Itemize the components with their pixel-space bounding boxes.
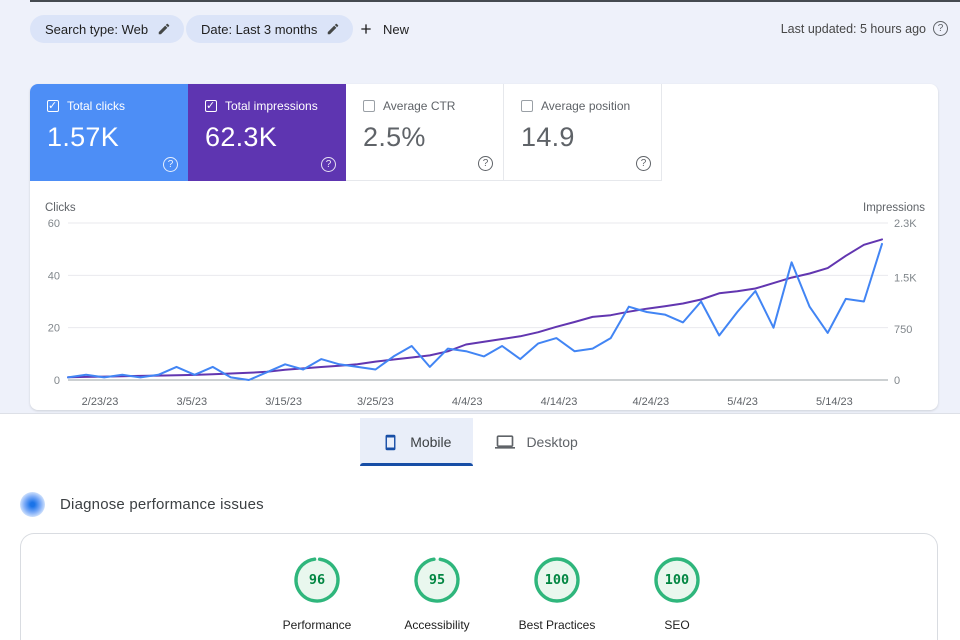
date-filter-chip-label: Date: Last 3 months bbox=[201, 21, 318, 37]
new-filter-button[interactable]: New bbox=[358, 15, 409, 43]
right-axis-title: Impressions bbox=[863, 202, 925, 214]
score-value: 96 bbox=[308, 572, 326, 588]
score-label: Accessibility bbox=[404, 618, 470, 632]
metric-value: 14.9 bbox=[521, 122, 575, 152]
metric-value: 1.57K bbox=[47, 122, 120, 152]
diagnose-heading-row: Diagnose performance issues bbox=[20, 492, 264, 517]
performance-chart[interactable]: 0 20 40 60 0 750 1.5K 2.3K Clicks Impressions 2/23… bbox=[30, 181, 938, 410]
right-axis-tick: 750 bbox=[894, 324, 912, 336]
score-label: SEO bbox=[664, 618, 690, 632]
new-filter-label: New bbox=[383, 21, 410, 37]
score-gauge-seo[interactable]: 100 SEO bbox=[638, 555, 717, 632]
score-gauge-best-practices[interactable]: 100 Best Practices bbox=[518, 555, 597, 632]
x-axis-tick: 4/4/23 bbox=[452, 396, 483, 408]
right-axis-tick: 0 bbox=[894, 375, 900, 387]
left-axis-tick: 40 bbox=[48, 270, 60, 282]
score-ring-icon: 95 bbox=[412, 555, 462, 605]
score-gauges-row: 96 Performance 95 Accessibility 100 Best Prac… bbox=[39, 555, 955, 632]
left-axis-tick: 60 bbox=[48, 218, 60, 230]
x-axis-tick: 5/4/23 bbox=[727, 396, 758, 408]
info-icon[interactable]: ? bbox=[933, 21, 948, 36]
clicks-line bbox=[67, 242, 883, 381]
pagespeed-logo-icon bbox=[20, 492, 45, 517]
checkbox-checked-icon[interactable] bbox=[205, 99, 217, 112]
score-ring-icon: 96 bbox=[292, 555, 342, 605]
checkbox-checked-icon[interactable] bbox=[47, 99, 59, 112]
checkbox-unchecked-icon[interactable] bbox=[521, 100, 533, 112]
date-filter-chip[interactable]: Date: Last 3 months bbox=[186, 15, 354, 43]
last-updated-text: Last updated: 5 hours ago bbox=[780, 21, 926, 36]
metric-label: Total impressions bbox=[225, 99, 318, 113]
device-tabs: Mobile Desktop bbox=[0, 418, 960, 466]
left-axis-tick: 20 bbox=[48, 323, 60, 335]
search-type-chip[interactable]: Search type: Web bbox=[30, 15, 185, 43]
metric-label: Average CTR bbox=[383, 99, 456, 113]
right-axis-tick: 1.5K bbox=[894, 273, 917, 285]
scores-card: 96 Performance 95 Accessibility 100 Best Prac… bbox=[20, 533, 938, 640]
tab-mobile-label: Mobile bbox=[410, 434, 452, 450]
last-updated: Last updated: 5 hours ago ? bbox=[781, 21, 948, 36]
left-axis-title: Clicks bbox=[45, 202, 76, 214]
tab-desktop[interactable]: Desktop bbox=[473, 418, 599, 466]
diagnose-heading: Diagnose performance issues bbox=[60, 496, 264, 513]
right-axis-tick: 2.3K bbox=[894, 218, 917, 230]
metric-tile-average-position[interactable]: Average position 14.9 ? bbox=[504, 84, 662, 181]
x-axis-tick: 3/5/23 bbox=[177, 396, 208, 408]
metric-label: Average position bbox=[541, 99, 631, 113]
metric-label: Total clicks bbox=[67, 99, 126, 113]
checkbox-unchecked-icon[interactable] bbox=[363, 100, 375, 112]
score-ring-icon: 100 bbox=[532, 555, 582, 605]
x-axis-tick: 3/15/23 bbox=[265, 396, 302, 408]
tab-mobile[interactable]: Mobile bbox=[360, 418, 474, 466]
smartphone-icon bbox=[385, 434, 396, 450]
metric-value: 62.3K bbox=[205, 122, 278, 152]
pencil-icon bbox=[158, 23, 170, 35]
search-type-chip-label: Search type: Web bbox=[45, 21, 149, 37]
active-tab-underline bbox=[360, 463, 474, 466]
left-axis-tick: 0 bbox=[54, 375, 60, 387]
performance-panel: Total clicks 1.57K ? Total impressions 6… bbox=[30, 84, 938, 410]
pencil-icon bbox=[328, 23, 339, 35]
top-divider bbox=[30, 0, 960, 2]
x-axis-tick: 4/14/23 bbox=[541, 396, 578, 408]
tab-desktop-label: Desktop bbox=[526, 434, 578, 450]
x-axis-tick: 5/14/23 bbox=[816, 396, 853, 408]
laptop-icon bbox=[495, 435, 516, 449]
metric-value: 2.5% bbox=[363, 122, 426, 152]
x-axis-tick: 2/23/23 bbox=[82, 396, 119, 408]
score-label: Best Practices bbox=[518, 618, 596, 632]
metric-tiles: Total clicks 1.57K ? Total impressions 6… bbox=[30, 84, 938, 181]
score-label: Performance bbox=[282, 618, 352, 632]
score-value: 100 bbox=[664, 572, 690, 588]
help-icon[interactable]: ? bbox=[478, 156, 493, 171]
score-gauge-accessibility[interactable]: 95 Accessibility bbox=[398, 555, 477, 632]
pagespeed-section: Mobile Desktop Diagnose performance issu… bbox=[0, 415, 960, 640]
help-icon[interactable]: ? bbox=[163, 157, 178, 172]
help-icon[interactable]: ? bbox=[636, 156, 651, 171]
impressions-line bbox=[67, 238, 883, 379]
score-value: 100 bbox=[544, 572, 570, 588]
x-axis-tick: 4/24/23 bbox=[632, 396, 669, 408]
help-icon[interactable]: ? bbox=[321, 157, 336, 172]
score-value: 95 bbox=[428, 572, 446, 588]
x-axis-tick: 3/25/23 bbox=[357, 396, 394, 408]
score-ring-icon: 100 bbox=[652, 555, 702, 605]
plus-icon bbox=[361, 24, 371, 34]
metric-tile-total-impressions[interactable]: Total impressions 62.3K ? bbox=[188, 84, 346, 181]
metric-tile-average-ctr[interactable]: Average CTR 2.5% ? bbox=[346, 84, 504, 181]
metric-tile-total-clicks[interactable]: Total clicks 1.57K ? bbox=[30, 84, 188, 181]
search-console-section: Search type: Web Date: Last 3 months New… bbox=[0, 0, 960, 414]
score-gauge-performance[interactable]: 96 Performance bbox=[278, 555, 357, 632]
